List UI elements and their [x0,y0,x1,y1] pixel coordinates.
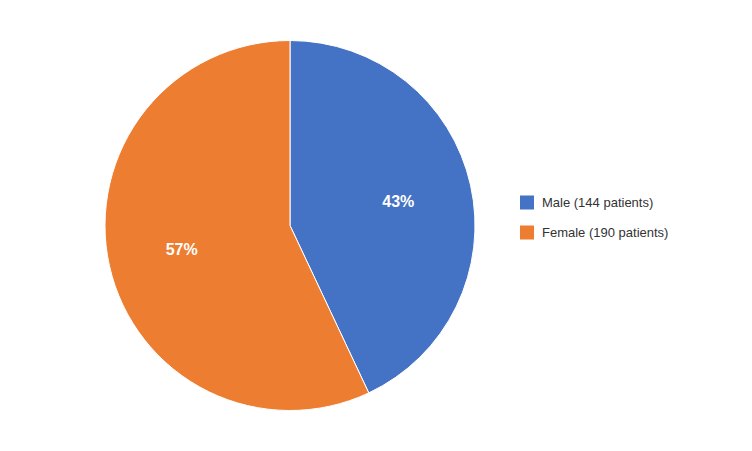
legend-label: Female (190 patients) [542,225,668,240]
data-label: 43% [382,193,414,210]
legend-swatch [520,226,534,240]
legend: Male (144 patients) Female (190 patients) [520,195,668,240]
data-label: 57% [166,241,198,258]
data-labels: 43% 57% [166,193,415,258]
pie [105,41,475,411]
legend-label: Male (144 patients) [542,195,653,210]
chart: 43% 57% Male (144 patients) Female (190 pat… [0,0,752,451]
legend-swatch [520,196,534,210]
legend-item: Male (144 patients) [520,195,653,210]
legend-item: Female (190 patients) [520,225,668,240]
pie-slice [105,41,369,411]
